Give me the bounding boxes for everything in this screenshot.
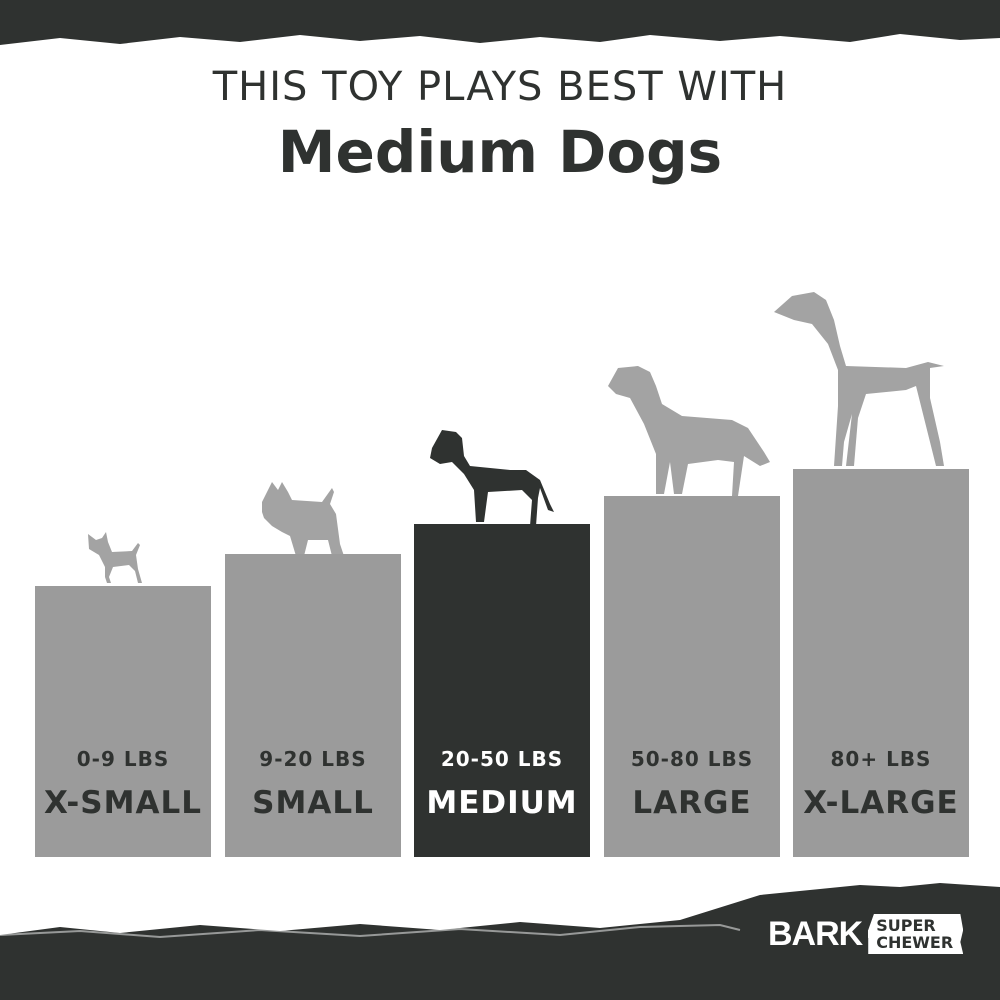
logo-super-chewer-tag: SUPER CHEWER xyxy=(868,914,964,954)
labrador-silhouette-icon xyxy=(430,430,554,526)
chihuahua-silhouette-icon xyxy=(88,532,142,583)
scottie-silhouette-icon xyxy=(262,482,344,556)
size-label: SMALL xyxy=(252,785,374,821)
size-bar-large: 50-80 LBS LARGE xyxy=(604,496,780,857)
size-bar-small: 9-20 LBS SMALL xyxy=(225,554,401,857)
size-label: X-LARGE xyxy=(803,785,959,821)
logo-chewer: CHEWER xyxy=(876,933,954,952)
size-label: MEDIUM xyxy=(426,785,578,821)
weight-range: 0-9 LBS xyxy=(76,747,170,771)
size-bar-x-small: 0-9 LBS X-SMALL xyxy=(35,586,211,857)
weight-range: 9-20 LBS xyxy=(259,747,367,771)
bark-super-chewer-logo: BARK SUPER CHEWER xyxy=(768,914,964,954)
headline-size: Medium Dogs xyxy=(277,118,723,186)
great-dane-silhouette-icon xyxy=(774,292,944,466)
logo-bark: BARK xyxy=(768,914,863,953)
torn-paper-top xyxy=(0,0,1000,45)
weight-range: 20-50 LBS xyxy=(440,747,564,771)
size-label: LARGE xyxy=(632,785,752,821)
logo-super: SUPER xyxy=(876,916,936,935)
size-label: X-SMALL xyxy=(44,785,202,821)
weight-range: 50-80 LBS xyxy=(630,747,754,771)
torn-paper-bottom xyxy=(0,883,1000,1000)
weight-range: 80+ LBS xyxy=(830,747,932,771)
size-bar-x-large: 80+ LBS X-LARGE xyxy=(793,469,969,857)
headline-intro: THIS TOY PLAYS BEST WITH xyxy=(212,64,788,110)
size-bar-medium: 20-50 LBS MEDIUM xyxy=(414,524,590,857)
retriever-silhouette-icon xyxy=(608,366,770,496)
